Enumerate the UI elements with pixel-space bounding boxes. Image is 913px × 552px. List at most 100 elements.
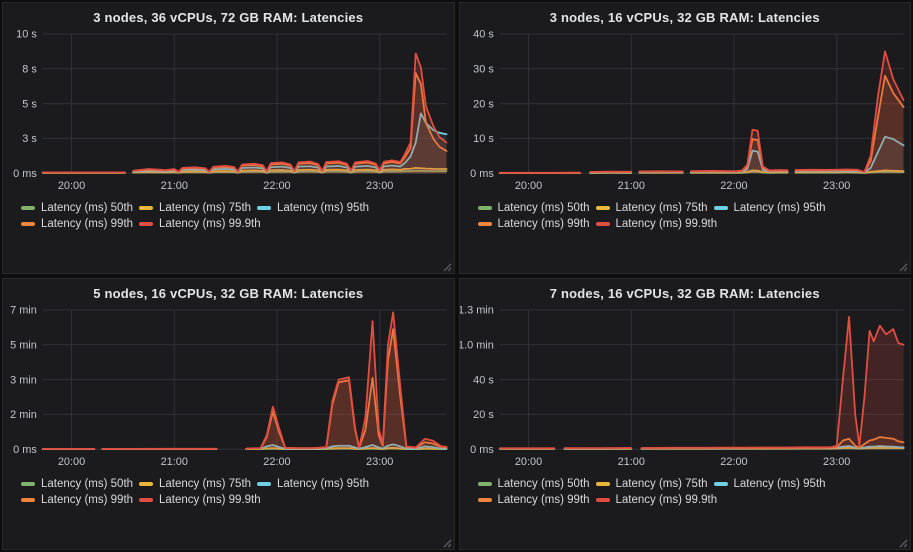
legend-item-50th[interactable]: Latency (ms) 50th — [477, 202, 596, 215]
series-line-95 — [132, 112, 448, 174]
legend-item-99th[interactable]: Latency (ms) 99th — [477, 494, 596, 506]
legend-item-75th[interactable]: Latency (ms) 75th — [595, 202, 714, 214]
legend-item-99.9th[interactable]: Latency (ms) 99.9th — [139, 218, 261, 230]
legend-label: Latency (ms) 99th — [41, 494, 134, 507]
chart-legend: Latency (ms) 50th Latency (ms) 75th Latenc… — [477, 202, 911, 231]
legend-swatch-icon — [477, 222, 492, 227]
panel-resize-handle-icon[interactable] — [443, 263, 452, 272]
latency-chart[interactable]: 0 ms 20 s 40 s 1.0 min 1.3 min 20:00 21:00 22:0… — [460, 304, 911, 475]
legend-label: Latency (ms) 50th — [41, 202, 134, 215]
legend-item-75th[interactable]: Latency (ms) 75th — [139, 202, 257, 214]
legend-item-95th[interactable]: Latency (ms) 95th — [257, 478, 375, 490]
y-tick-label: 10 s — [16, 29, 37, 41]
legend-label: Latency (ms) 99.9th — [615, 494, 718, 507]
panel-resize-handle-icon[interactable] — [443, 539, 452, 548]
panel-3-nodes-36-vcpus: 3 nodes, 36 vCPUs, 72 GB RAM: Latencies … — [2, 2, 455, 274]
y-tick-label: 7 min — [10, 305, 37, 317]
series-line-99 — [689, 138, 788, 173]
panel-3-nodes-16-vcpus: 3 nodes, 16 vCPUs, 32 GB RAM: Latencies … — [458, 2, 911, 274]
legend-item-99.9th[interactable]: Latency (ms) 99.9th — [595, 218, 717, 230]
panel-5-nodes-16-vcpus: 5 nodes, 16 vCPUs, 32 GB RAM: Latencies … — [2, 278, 455, 550]
legend-label: Latency (ms) 50th — [41, 478, 134, 491]
legend-item-95th[interactable]: Latency (ms) 95th — [713, 478, 832, 491]
panel-resize-handle-icon[interactable] — [899, 263, 908, 272]
y-tick-label: 40 s — [473, 374, 494, 386]
x-tick-label: 21:00 — [617, 180, 644, 192]
y-tick-label: 0 ms — [470, 444, 494, 456]
x-tick-label: 22:00 — [720, 456, 747, 468]
latency-chart[interactable]: 0 ms 10 s 20 s 30 s 40 s 20:00 21:00 22:00 23:00 — [460, 28, 911, 199]
legend-item-75th[interactable]: Latency (ms) 75th — [139, 478, 257, 490]
series-area — [133, 113, 447, 174]
panel-title[interactable]: 5 nodes, 16 vCPUs, 32 GB RAM: Latencies — [93, 286, 364, 301]
legend-item-95th[interactable]: Latency (ms) 95th — [257, 202, 375, 214]
legend-item-50th[interactable]: Latency (ms) 50th — [21, 202, 139, 214]
legend-label: Latency (ms) 95th — [733, 478, 826, 491]
series-area — [795, 75, 904, 174]
legend-swatch-icon — [139, 222, 153, 227]
legend-swatch-icon — [257, 482, 271, 487]
y-tick-label: 10 s — [473, 133, 494, 145]
legend-swatch-icon — [595, 498, 610, 503]
legend-label: Latency (ms) 50th — [497, 202, 590, 215]
latency-chart[interactable]: 0 ms 3 s 5 s 8 s 10 s 20:00 21:00 22:00 23:00 — [3, 28, 454, 199]
x-tick-label: 20:00 — [514, 456, 541, 468]
series-area — [133, 53, 447, 174]
legend-swatch-icon — [21, 206, 35, 211]
x-tick-label: 20:00 — [514, 180, 541, 192]
legend-label: Latency (ms) 50th — [497, 478, 590, 491]
legend-swatch-icon — [713, 482, 728, 487]
x-tick-label: 23:00 — [823, 456, 850, 468]
y-tick-label: 0 ms — [470, 168, 494, 180]
panel-title[interactable]: 3 nodes, 16 vCPUs, 32 GB RAM: Latencies — [549, 10, 820, 25]
legend-label: Latency (ms) 99th — [497, 218, 590, 231]
legend-label: Latency (ms) 99.9th — [159, 218, 261, 231]
legend-label: Latency (ms) 75th — [159, 478, 252, 491]
panel-title[interactable]: 3 nodes, 36 vCPUs, 72 GB RAM: Latencies — [93, 10, 364, 25]
x-tick-label: 23:00 — [823, 180, 850, 192]
latency-chart[interactable]: 0 ms 2 min 3 min 5 min 7 min 20:00 21:00 22:00 2… — [3, 304, 454, 475]
legend-swatch-icon — [595, 206, 610, 211]
legend-item-99.9th[interactable]: Latency (ms) 99.9th — [595, 494, 717, 506]
y-tick-label: 3 s — [22, 133, 37, 145]
legend-item-75th[interactable]: Latency (ms) 75th — [595, 478, 714, 490]
series-area — [690, 139, 787, 174]
y-tick-label: 8 s — [22, 64, 37, 76]
y-tick-label: 0 ms — [13, 168, 37, 180]
y-tick-label: 1.3 min — [460, 305, 494, 317]
y-tick-label: 5 s — [22, 98, 37, 110]
legend-item-99.9th[interactable]: Latency (ms) 99.9th — [139, 494, 261, 506]
chart-svg: 0 ms 10 s 20 s 30 s 40 s 20:00 21:00 22:00 23:00 — [470, 29, 904, 192]
chart-legend: Latency (ms) 50th Latency (ms) 75th Latenc… — [21, 478, 454, 506]
panel-7-nodes-16-vcpus: 7 nodes, 16 vCPUs, 32 GB RAM: Latencies … — [458, 278, 911, 550]
legend-item-99th[interactable]: Latency (ms) 99th — [21, 494, 139, 506]
legend-item-99th[interactable]: Latency (ms) 99th — [477, 218, 596, 231]
legend-item-50th[interactable]: Latency (ms) 50th — [21, 478, 139, 490]
legend-item-95th[interactable]: Latency (ms) 95th — [713, 202, 832, 214]
y-tick-label: 20 s — [473, 409, 494, 421]
series-line-99.9 — [689, 128, 788, 173]
x-tick-label: 21:00 — [617, 456, 644, 468]
legend-swatch-icon — [21, 482, 35, 487]
series-area — [133, 72, 447, 174]
legend-swatch-icon — [257, 206, 271, 211]
series-area — [690, 129, 787, 174]
legend-label: Latency (ms) 99.9th — [615, 218, 718, 231]
legend-swatch-icon — [21, 498, 35, 503]
legend-item-99th[interactable]: Latency (ms) 99th — [21, 218, 139, 230]
panel-resize-handle-icon[interactable] — [899, 539, 908, 548]
chart-svg: 0 ms 20 s 40 s 1.0 min 1.3 min 20:00 21:00 22:0… — [460, 305, 904, 468]
x-tick-label: 21:00 — [161, 180, 188, 192]
y-tick-label: 0 ms — [13, 444, 37, 456]
legend-swatch-icon — [595, 482, 610, 487]
x-tick-label: 20:00 — [58, 180, 85, 192]
chart-svg: 0 ms 2 min 3 min 5 min 7 min 20:00 21:00 22:00 2… — [10, 305, 448, 468]
legend-swatch-icon — [595, 222, 610, 227]
series-line-99.9 — [794, 50, 904, 173]
legend-swatch-icon — [713, 206, 728, 211]
panel-title[interactable]: 7 nodes, 16 vCPUs, 32 GB RAM: Latencies — [549, 286, 820, 301]
x-tick-label: 21:00 — [161, 456, 188, 468]
legend-item-50th[interactable]: Latency (ms) 50th — [477, 478, 596, 491]
y-tick-label: 40 s — [473, 29, 494, 41]
